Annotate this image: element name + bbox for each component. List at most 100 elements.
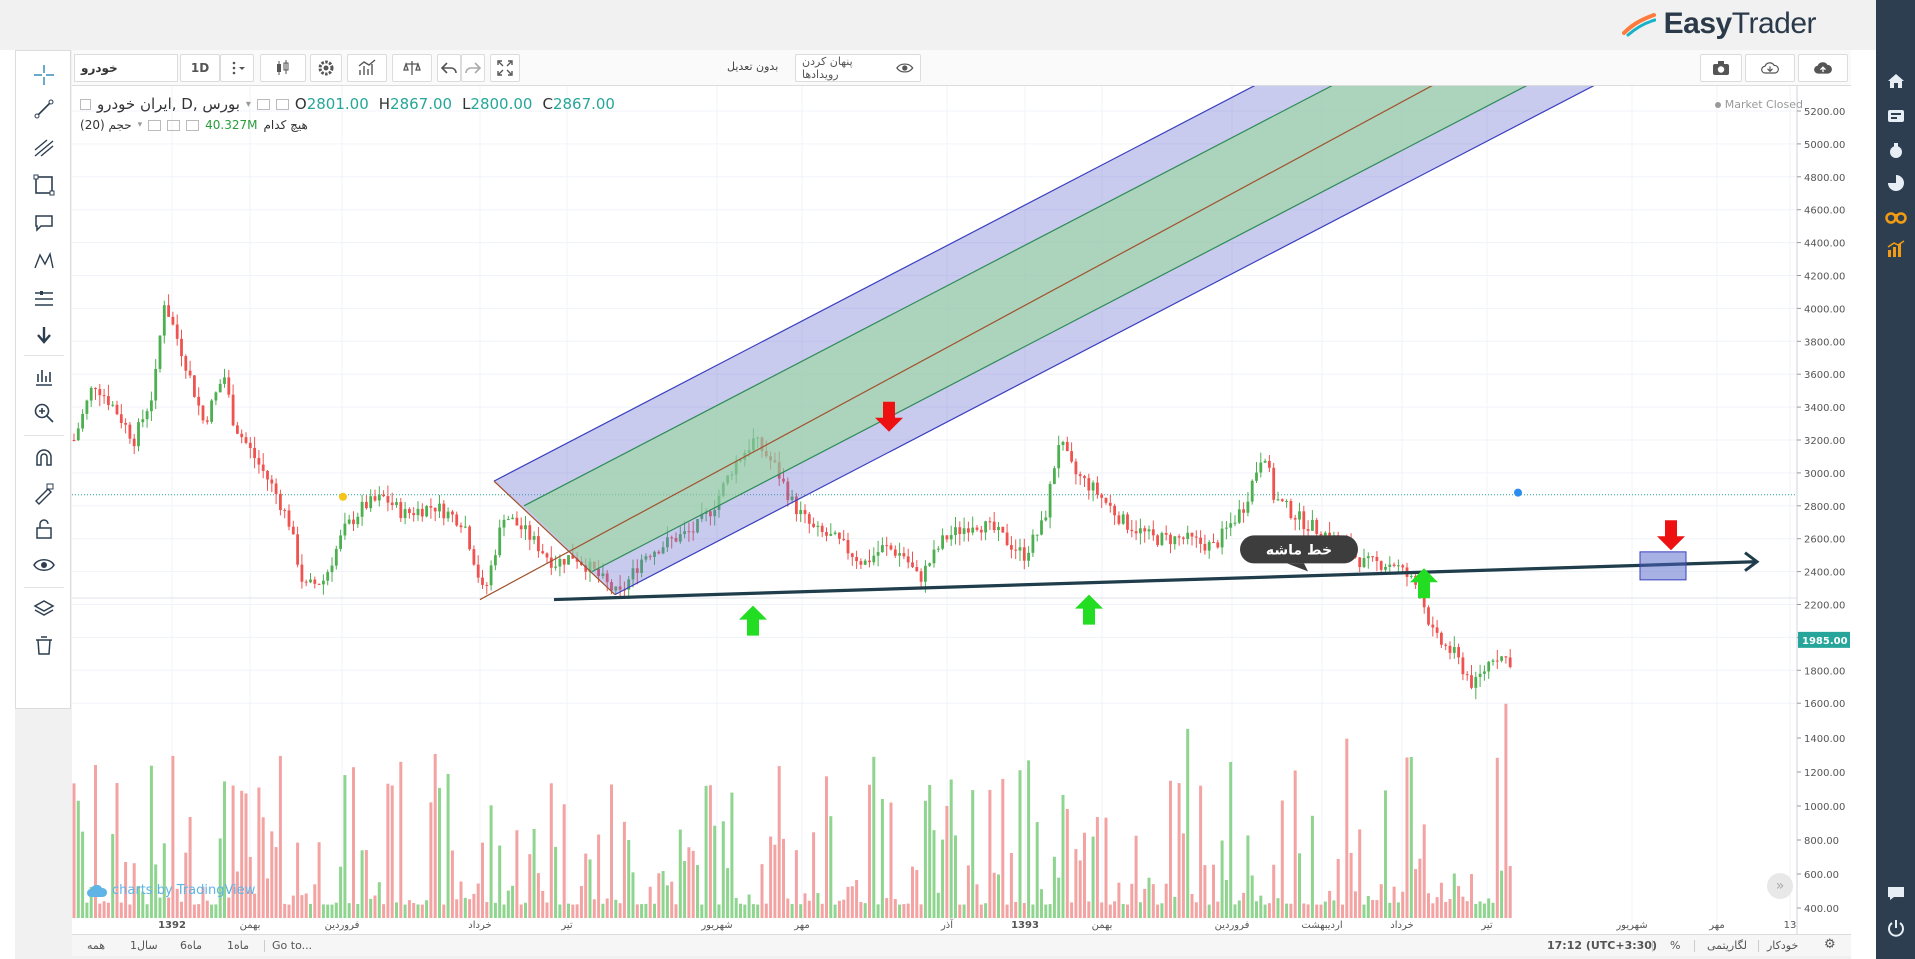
unlock-icon[interactable] (29, 515, 59, 543)
callout-tool-icon[interactable] (29, 209, 59, 237)
percent-toggle[interactable]: % (1670, 939, 1681, 952)
price-tick-label: 3600.00 (1804, 370, 1845, 381)
redo-icon[interactable] (461, 54, 485, 82)
power-icon[interactable] (1884, 917, 1908, 939)
cloud-save-icon[interactable] (1798, 54, 1848, 82)
candle-body (175, 324, 179, 339)
legend-settings-icon[interactable] (256, 98, 270, 110)
price-chart[interactable]: 5200.00 5000.00 4800.00 4600.00 4400.00 4200.… (72, 86, 1851, 934)
rectangle-tool-icon[interactable] (29, 171, 59, 199)
candle-body (863, 560, 867, 565)
volume-bar (459, 881, 463, 918)
tradingview-watermark[interactable]: charts by TradingView (86, 883, 255, 898)
interval-dropdown-icon[interactable] (220, 54, 254, 82)
candle-body (485, 584, 489, 586)
layers-icon[interactable] (29, 595, 59, 623)
adjustment-label[interactable]: بدون تعدیل (727, 60, 779, 73)
candle-body (128, 424, 132, 439)
forecast-tool-icon[interactable] (29, 363, 59, 391)
volume-remove-icon[interactable] (186, 119, 200, 131)
candle-body (558, 558, 562, 567)
chart-type-button[interactable] (260, 54, 306, 82)
hide-events-button[interactable]: پنهان کردن رویدادها (795, 54, 921, 82)
volume-settings-icon[interactable] (148, 119, 162, 131)
fullscreen-icon[interactable] (490, 54, 520, 82)
volume-hide-icon[interactable] (167, 119, 181, 131)
candle-body (709, 511, 712, 517)
candle-body (214, 392, 218, 401)
home-icon[interactable] (1884, 70, 1908, 92)
range-1m-button[interactable]: 1ماه (227, 939, 250, 952)
volume-bar (562, 804, 566, 918)
candle-body (102, 395, 106, 397)
snapshot-camera-icon[interactable] (1700, 54, 1742, 82)
compare-scale-icon[interactable] (392, 54, 432, 82)
legend-hide-icon[interactable] (275, 98, 289, 110)
measure-tool-icon[interactable] (29, 285, 59, 313)
chart-pane[interactable]: 5200.00 5000.00 4800.00 4600.00 4400.00 4200.… (72, 86, 1851, 934)
bar-chart-icon[interactable] (1884, 238, 1908, 260)
legend-title[interactable]: ایران خودرو, D, بورس (97, 95, 240, 113)
trash-icon[interactable] (29, 631, 59, 659)
legend-dropdown-icon[interactable]: ▾ (245, 98, 251, 110)
zoom-in-icon[interactable] (29, 399, 59, 427)
volume-bar (850, 886, 854, 918)
range-1y-button[interactable]: 1سال (130, 939, 158, 952)
candle-body (997, 526, 1000, 531)
volume-bar (829, 816, 833, 918)
undo-icon[interactable] (437, 54, 461, 82)
time-axis-label: 1392 (158, 920, 186, 931)
collapse-legend-icon[interactable] (80, 98, 91, 110)
pie-chart-icon[interactable] (1884, 172, 1908, 194)
volume-bar (751, 904, 755, 918)
volume-dropdown-icon[interactable]: ▾ (137, 120, 143, 130)
event-marker (1514, 488, 1522, 497)
cloud-load-icon[interactable] (1745, 54, 1795, 82)
candle-body (648, 556, 652, 558)
volume-bar (197, 904, 201, 918)
goto-date-button[interactable]: Go to... (272, 939, 313, 952)
portfolio-icon[interactable] (1884, 139, 1908, 161)
watchlist-icon[interactable] (1884, 105, 1908, 127)
settings-gear-icon[interactable] (310, 54, 342, 82)
volume-bar (1328, 890, 1332, 918)
scroll-to-realtime-icon[interactable]: » (1767, 873, 1793, 899)
pitchfork-tool-icon[interactable] (29, 133, 59, 161)
volume-legend-title[interactable]: حجم (20) (80, 118, 132, 132)
pattern-tool-icon[interactable] (29, 247, 59, 275)
binoculars-icon[interactable] (1884, 205, 1908, 227)
easytrader-logo[interactable]: EasyTrader (1621, 6, 1817, 42)
volume-bar (339, 866, 343, 918)
arrow-down-tool-icon[interactable] (29, 321, 59, 349)
volume-bar (683, 860, 687, 918)
interval-button[interactable]: 1D (180, 54, 220, 82)
indicators-icon[interactable] (347, 54, 387, 82)
range-6m-button[interactable]: 6ماه (180, 939, 203, 952)
volume-bar (1237, 900, 1241, 918)
candle-body (1448, 645, 1452, 653)
chart-settings-gear-icon[interactable]: ⚙ (1824, 937, 1836, 952)
price-tick-label: 4000.00 (1804, 304, 1845, 315)
volume-bar (1349, 852, 1353, 918)
volume-bar (270, 831, 274, 918)
candle-body (261, 464, 265, 471)
auto-scale-toggle[interactable]: خودکار (1767, 939, 1799, 952)
eye-icon[interactable] (29, 551, 59, 579)
candle-body (1237, 509, 1241, 523)
pencil-lock-icon[interactable] (29, 479, 59, 507)
volume-bar (1212, 864, 1215, 918)
volume-bar (472, 893, 476, 918)
clock-timezone[interactable]: 17:12 (UTC+3:30) (1547, 939, 1657, 952)
magnet-icon[interactable] (29, 443, 59, 471)
chat-icon[interactable] (1884, 882, 1908, 904)
range-all-button[interactable]: همه (87, 939, 106, 952)
candle-body (451, 511, 454, 515)
volume-bar (1108, 904, 1112, 918)
log-toggle[interactable]: لگاریتمی (1707, 939, 1747, 952)
trendline-tool-icon[interactable] (29, 95, 59, 123)
candle-body (1457, 647, 1460, 658)
volume-bar (1173, 896, 1177, 918)
crosshair-icon[interactable] (29, 61, 59, 89)
volume-bar (1177, 783, 1181, 918)
symbol-search-input[interactable]: خودرو (74, 54, 178, 82)
